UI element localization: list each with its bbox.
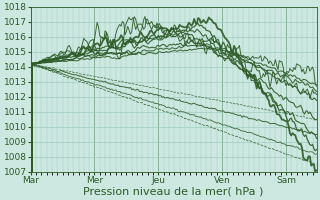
X-axis label: Pression niveau de la mer( hPa ): Pression niveau de la mer( hPa ) — [84, 187, 264, 197]
